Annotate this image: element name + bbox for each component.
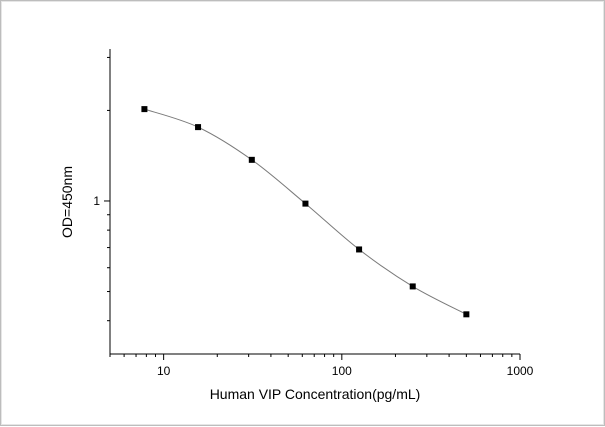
x-tick-label: 10 bbox=[157, 364, 171, 378]
y-tick-label: 1 bbox=[93, 194, 100, 208]
x-axis-title: Human VIP Concentration(pg/mL) bbox=[210, 386, 421, 402]
y-ticks: 1 bbox=[93, 56, 110, 322]
x-tick-label: 1000 bbox=[507, 364, 534, 378]
axes bbox=[109, 49, 520, 355]
data-point bbox=[409, 283, 416, 290]
x-tick-label: 100 bbox=[332, 364, 352, 378]
data-point bbox=[463, 311, 470, 318]
data-point bbox=[195, 124, 202, 131]
y-axis-title: OD=450nm bbox=[59, 166, 75, 238]
data-points bbox=[141, 106, 470, 318]
data-point bbox=[141, 106, 148, 113]
fitted-curve bbox=[144, 108, 467, 315]
data-point bbox=[248, 156, 255, 163]
data-point bbox=[302, 200, 309, 207]
x-ticks: 10 100 1000 bbox=[109, 354, 534, 378]
data-point bbox=[356, 246, 363, 253]
